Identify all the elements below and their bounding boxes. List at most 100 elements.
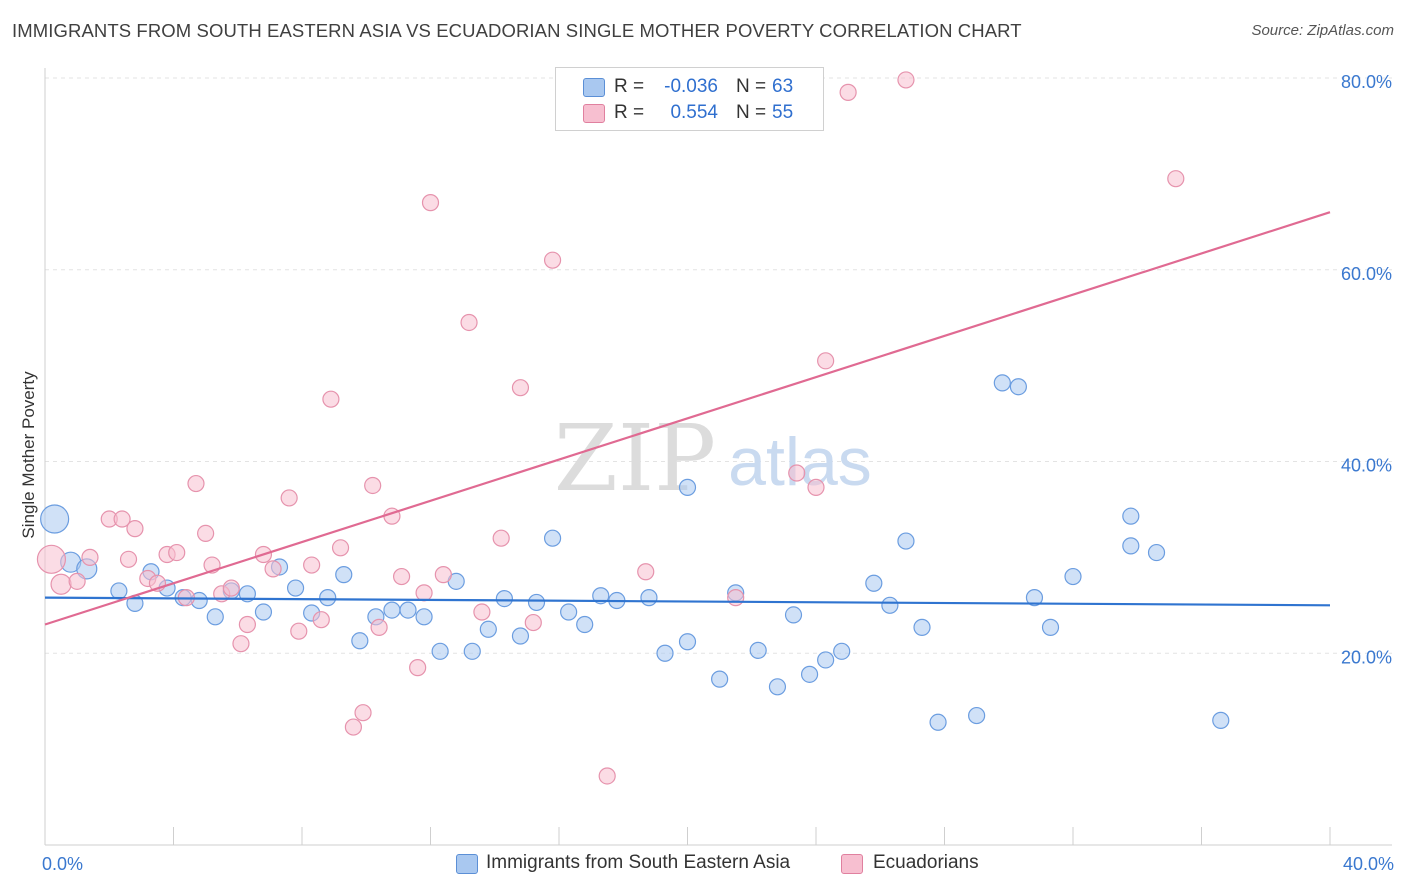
point-ecuadorians <box>197 524 215 543</box>
point-ecuadorians <box>543 251 562 269</box>
point-ecuadorians <box>727 589 745 607</box>
legend-r-value: -0.036 <box>664 76 718 97</box>
point-immigrants <box>881 596 899 614</box>
point-ecuadorians <box>36 544 67 574</box>
legend-row-ecuadorians: R = 0.554 N = 55 <box>556 102 823 126</box>
series-legend: Immigrants from South Eastern Asia Ecuad… <box>0 852 1406 878</box>
watermark: ZIP atlas <box>554 405 872 512</box>
point-ecuadorians <box>817 352 835 370</box>
point-immigrants <box>817 651 835 669</box>
point-immigrants <box>351 632 369 650</box>
point-ecuadorians <box>392 567 411 586</box>
chart-title: IMMIGRANTS FROM SOUTH EASTERN ASIA VS EC… <box>12 20 1022 41</box>
legend-r-label: R = <box>614 102 645 123</box>
point-immigrants <box>495 590 513 608</box>
point-ecuadorians <box>839 83 857 101</box>
point-immigrants <box>784 606 803 624</box>
legend-row-immigrants: R = -0.036 N = 63 <box>556 76 823 100</box>
point-ecuadorians <box>303 556 321 574</box>
point-ecuadorians <box>238 615 256 634</box>
point-ecuadorians <box>168 543 186 562</box>
point-ecuadorians <box>788 464 806 482</box>
point-immigrants <box>968 706 986 725</box>
x-tick-label: 0.0% <box>42 854 83 874</box>
point-ecuadorians <box>312 611 330 629</box>
point-ecuadorians <box>370 618 388 636</box>
point-ecuadorians <box>364 476 382 495</box>
y-tick-label: 60.0% <box>1341 264 1392 284</box>
watermark-zip: ZIP <box>554 405 716 512</box>
point-immigrants <box>1147 543 1166 562</box>
point-immigrants <box>431 642 449 660</box>
tick-labels: 20.0% 40.0% 60.0% 80.0% 0.0% 40.0% <box>42 72 1394 874</box>
point-ecuadorians <box>637 563 655 581</box>
point-immigrants <box>383 601 401 619</box>
point-ecuadorians <box>1167 170 1185 188</box>
point-immigrants <box>833 642 851 660</box>
x-tick-label: 40.0% <box>1343 854 1394 874</box>
point-ecuadorians <box>68 572 86 590</box>
legend-swatch-blue <box>583 78 605 97</box>
point-ecuadorians <box>50 573 72 595</box>
point-immigrants <box>1041 618 1060 636</box>
point-ecuadorians <box>126 520 144 538</box>
trend-line-immigrants <box>44 596 1331 607</box>
legend-r-label: R = <box>614 76 645 97</box>
point-immigrants <box>527 593 546 612</box>
trend-line-ecuadorians <box>44 211 1331 626</box>
point-ecuadorians <box>264 560 282 578</box>
point-immigrants <box>463 642 481 660</box>
legend-n-value: 55 <box>772 102 794 123</box>
point-ecuadorians <box>415 584 433 602</box>
y-axis-label: Single Mother Poverty <box>19 371 38 539</box>
axes <box>44 68 1392 846</box>
series-label-ecuadorians: Ecuadorians <box>873 852 979 873</box>
correlation-legend: R = -0.036 N = 63 R = 0.554 N = 55 <box>555 67 824 131</box>
legend-n-label: N = <box>736 102 767 123</box>
y-tick-label: 80.0% <box>1341 72 1392 92</box>
point-immigrants <box>929 713 947 731</box>
point-immigrants <box>592 587 610 605</box>
point-immigrants <box>768 678 787 696</box>
point-immigrants <box>479 620 497 638</box>
point-immigrants <box>415 608 433 626</box>
point-ecuadorians <box>280 489 298 507</box>
point-immigrants <box>993 374 1011 392</box>
point-immigrants <box>40 504 70 534</box>
point-immigrants <box>1122 537 1140 555</box>
legend-r-value: 0.554 <box>670 102 718 123</box>
trend-lines <box>44 211 1331 626</box>
point-immigrants <box>335 566 353 584</box>
point-ecuadorians <box>524 613 542 632</box>
point-immigrants <box>1025 589 1044 607</box>
point-immigrants <box>399 601 417 619</box>
point-immigrants <box>560 603 578 621</box>
point-ecuadorians <box>434 566 452 584</box>
point-immigrants <box>913 618 931 636</box>
point-immigrants <box>749 641 767 659</box>
point-immigrants <box>543 529 562 547</box>
series-label-immigrants: Immigrants from South Eastern Asia <box>486 852 791 873</box>
point-ecuadorians <box>81 548 99 566</box>
point-ecuadorians <box>322 390 340 408</box>
watermark-atlas: atlas <box>728 424 872 500</box>
point-ecuadorians <box>232 635 250 653</box>
point-ecuadorians <box>807 478 825 496</box>
point-ecuadorians <box>331 539 350 557</box>
point-immigrants <box>286 579 305 597</box>
point-immigrants <box>1064 567 1082 586</box>
point-immigrants <box>865 574 883 592</box>
point-ecuadorians <box>113 510 131 528</box>
point-immigrants <box>576 615 594 634</box>
point-immigrants <box>656 644 674 662</box>
series-swatch-blue <box>456 854 478 874</box>
point-ecuadorians <box>344 718 362 736</box>
point-immigrants <box>254 603 273 621</box>
point-immigrants <box>678 478 697 496</box>
series-swatch-pink <box>841 854 863 874</box>
point-immigrants <box>1009 378 1027 396</box>
y-tick-label: 40.0% <box>1341 456 1392 476</box>
point-immigrants <box>1122 507 1140 525</box>
source-label: Source: ZipAtlas.com <box>1251 22 1394 39</box>
